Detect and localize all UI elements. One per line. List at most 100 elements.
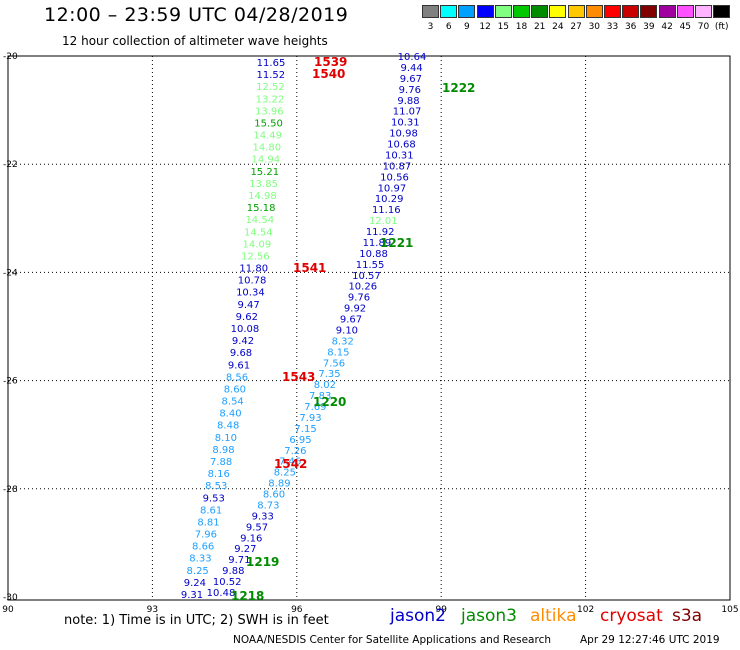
wave-height-label: 7.56 <box>323 358 345 369</box>
wave-height-label: 9.33 <box>252 511 274 522</box>
scale-label: 18 <box>515 22 528 32</box>
scale-swatch <box>531 5 549 18</box>
scale-swatch <box>640 5 658 18</box>
wave-height-label: 9.42 <box>232 336 254 347</box>
satellite-legend-jason3: jason3 <box>461 606 517 626</box>
wave-height-label: 10.98 <box>389 129 418 140</box>
wave-height-label: 12.52 <box>256 82 285 93</box>
wave-height-label: 10.97 <box>378 183 407 194</box>
wave-height-label: 7.35 <box>318 369 340 380</box>
scale-swatch <box>458 5 476 18</box>
wave-height-label: 13.22 <box>256 94 285 105</box>
wave-height-label: 8.32 <box>332 336 354 347</box>
wave-height-label: 8.54 <box>222 397 244 408</box>
wave-height-label: 7.26 <box>284 446 306 457</box>
wave-height-label: 10.56 <box>380 172 409 183</box>
wave-height-label: 8.66 <box>192 542 214 553</box>
wave-height-label: 8.53 <box>205 481 227 492</box>
scale-label: 21 <box>533 22 546 32</box>
wave-height-label: 10.48 <box>207 588 236 599</box>
pass-time-label: 1219 <box>246 555 279 569</box>
wave-height-label: 9.16 <box>240 533 262 544</box>
pass-time-label: 1540 <box>312 67 345 81</box>
wave-height-label: 8.33 <box>189 554 211 565</box>
scale-swatch <box>440 5 458 18</box>
wave-height-label: 9.67 <box>340 315 362 326</box>
wave-height-label: 8.10 <box>215 433 237 444</box>
wave-height-label: 6.95 <box>289 435 311 446</box>
wave-height-label: 8.61 <box>200 505 222 516</box>
wave-height-label: 15.50 <box>254 118 283 129</box>
wave-height-label: 10.88 <box>359 249 388 260</box>
wave-height-label: 9.88 <box>222 566 244 577</box>
wave-height-label: 7.69 <box>304 402 326 413</box>
wave-height-label: 9.10 <box>336 325 358 336</box>
wave-height-label: 9.92 <box>344 304 366 315</box>
wave-height-label: 10.08 <box>231 324 260 335</box>
scale-label: 70 <box>697 22 710 32</box>
scale-swatch <box>567 5 585 18</box>
wave-height-label: 10.57 <box>352 271 381 282</box>
wave-height-label: 10.78 <box>238 276 267 287</box>
wave-height-label: 12.56 <box>241 251 270 262</box>
chart-title: 12:00 – 23:59 UTC 04/28/2019 <box>44 4 349 26</box>
wave-height-label: 8.16 <box>208 469 230 480</box>
generated-timestamp: Apr 29 12:27:46 UTC 2019 <box>580 634 720 646</box>
wave-height-label: 12.01 <box>369 216 398 227</box>
wave-height-label: 8.25 <box>274 468 296 479</box>
pass-time-label: 1221 <box>380 236 413 250</box>
pass-time-label: 1543 <box>282 370 315 384</box>
wave-height-label: 10.68 <box>387 140 416 151</box>
satellite-legend-altika: altika <box>530 606 577 626</box>
scale-label: 27 <box>570 22 582 32</box>
wave-height-label: 9.76 <box>348 293 370 304</box>
pass-time-label: 1541 <box>293 261 326 275</box>
wave-height-label: 9.76 <box>399 85 421 96</box>
scale-label: 3 <box>427 22 434 32</box>
lon-tick-label: 102 <box>577 605 594 615</box>
scale-swatch <box>695 5 712 18</box>
wave-height-label: 14.94 <box>252 155 281 166</box>
wave-height-label: 13.96 <box>255 106 284 117</box>
scale-swatch <box>476 5 494 18</box>
scale-label: 39 <box>643 22 655 32</box>
scale-label: 6 <box>445 22 452 32</box>
scale-swatch <box>494 5 512 18</box>
lat-tick-label: -30 <box>3 593 18 603</box>
wave-height-label: 9.61 <box>228 360 250 371</box>
scale-label: 15 <box>497 22 510 32</box>
wave-height-label: 7.93 <box>299 413 321 424</box>
wave-height-label: 7.15 <box>294 424 316 435</box>
wave-height-label: 9.31 <box>181 590 203 601</box>
wave-height-label: 9.27 <box>234 544 256 555</box>
map-frame <box>7 55 731 601</box>
wave-height-label: 8.60 <box>263 490 285 501</box>
wave-height-label: 10.26 <box>348 282 377 293</box>
scale-swatch <box>513 5 530 18</box>
pass-time-label: 1220 <box>313 395 346 409</box>
lon-tick-label: 105 <box>721 605 738 615</box>
scale-label: 12 <box>479 22 491 32</box>
wave-height-label: 11.55 <box>356 260 385 271</box>
wave-height-label: 15.21 <box>250 167 279 178</box>
scale-label: (ft) <box>714 22 729 32</box>
scale-label: 42 <box>661 22 673 32</box>
wave-height-label: 10.52 <box>213 577 242 588</box>
wave-height-label: 9.88 <box>397 96 419 107</box>
wave-height-label: 8.25 <box>187 566 209 577</box>
wave-height-label: 14.09 <box>243 239 272 250</box>
wave-height-label: 8.02 <box>314 380 336 391</box>
wave-height-label: 11.65 <box>257 58 286 69</box>
scale-swatch <box>622 5 640 18</box>
wave-height-label: 10.64 <box>398 52 427 63</box>
wave-height-label: 11.92 <box>366 227 395 238</box>
wave-height-label: 11.16 <box>372 205 401 216</box>
footer-note: note: 1) Time is in UTC; 2) SWH is in fe… <box>64 613 329 628</box>
scale-swatch <box>676 5 694 18</box>
satellite-legend-jason2: jason2 <box>390 606 446 626</box>
wave-height-label: 8.81 <box>197 517 219 528</box>
wave-height-label: 11.89 <box>363 238 392 249</box>
wave-height-label: 14.54 <box>244 227 273 238</box>
wave-height-label: 8.48 <box>217 421 239 432</box>
